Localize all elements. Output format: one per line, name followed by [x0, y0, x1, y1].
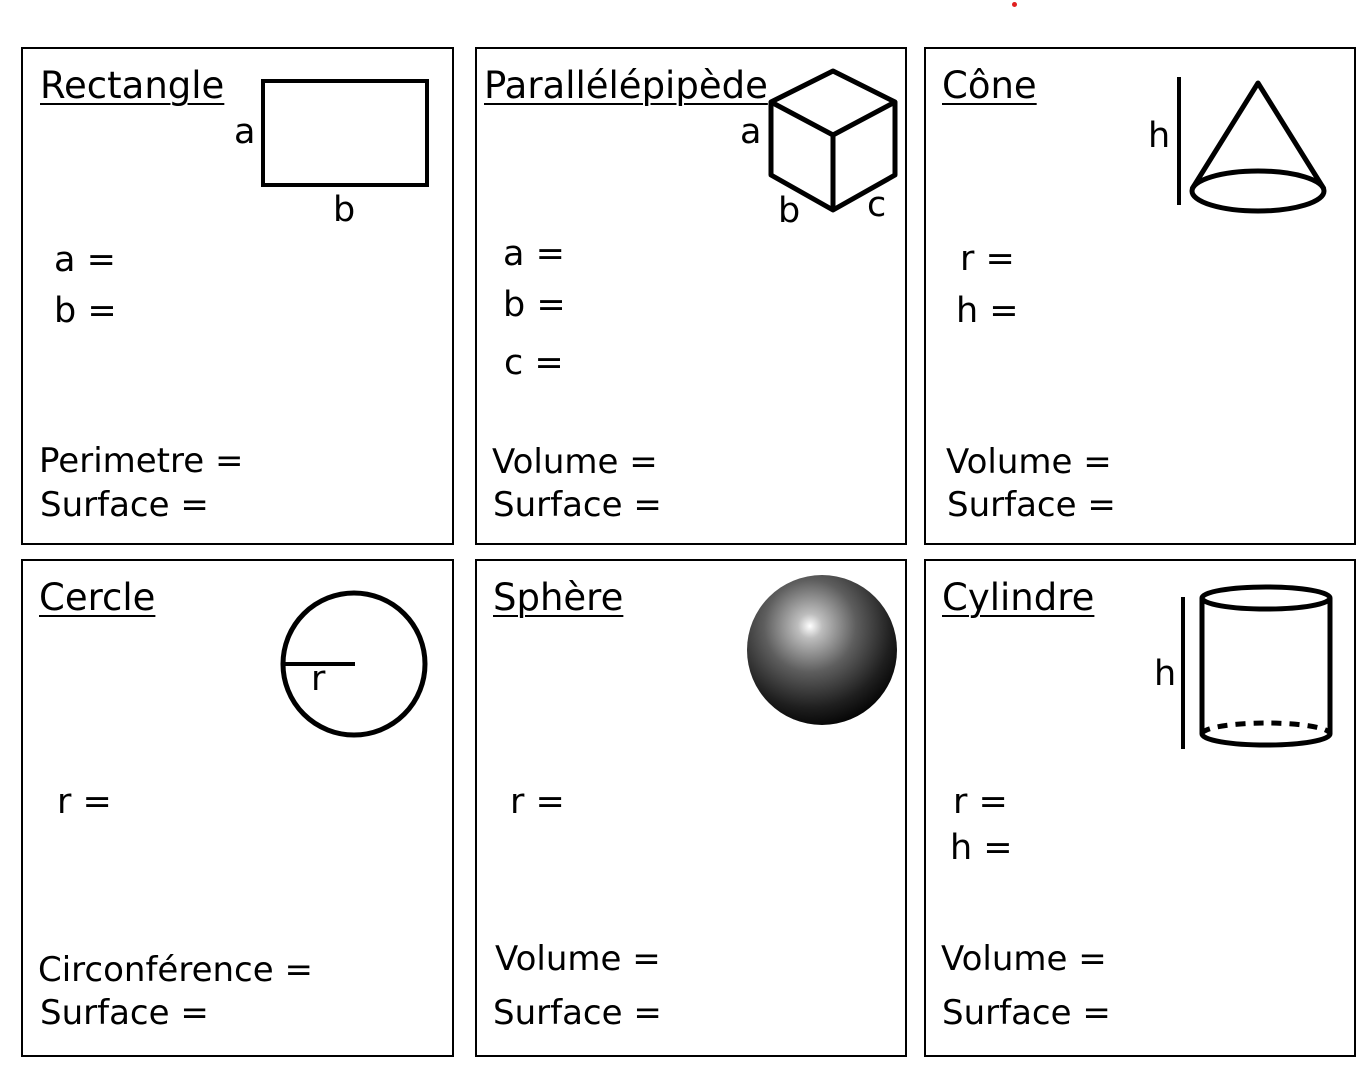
cube-figure-icon [768, 68, 898, 213]
card-circle: Cercle r r = Circonférence = Surface = [21, 559, 454, 1057]
result-surface: Surface = [40, 993, 209, 1033]
var-r: r = [960, 239, 1015, 279]
result-surface: Surface = [493, 485, 662, 525]
result-surface: Surface = [947, 485, 1116, 525]
cone-figure-icon [1177, 77, 1327, 214]
card-title: Rectangle [40, 64, 225, 107]
card-parallelepiped: Parallélépipède a b c a = b = c = Volume… [475, 47, 907, 545]
result-volume: Volume = [495, 939, 661, 979]
red-dot-mark [1012, 2, 1017, 7]
var-c: c = [504, 343, 564, 383]
var-b: b = [54, 291, 117, 331]
cylinder-figure-icon [1181, 584, 1333, 749]
circle-figure-icon [280, 590, 428, 738]
var-a: a = [503, 234, 565, 274]
var-a: a = [54, 240, 116, 280]
result-volume: Volume = [492, 442, 658, 482]
label-h: h [1154, 654, 1177, 694]
card-cylinder: Cylindre h r = h = Volume = Surface = [924, 559, 1356, 1057]
card-title: Sphère [493, 576, 624, 619]
card-rectangle: Rectangle a b a = b = Perimetre = Surfac… [21, 47, 454, 545]
var-h: h = [956, 291, 1019, 331]
var-r: r = [57, 782, 112, 822]
label-r: r [311, 659, 326, 699]
label-a: a [740, 112, 762, 152]
sphere-figure-icon [747, 575, 897, 725]
var-r: r = [510, 782, 565, 822]
result-circumference: Circonférence = [38, 950, 313, 990]
card-title: Cylindre [942, 576, 1095, 619]
var-b: b = [503, 285, 566, 325]
label-a: a [234, 112, 256, 152]
card-title: Cône [942, 64, 1037, 107]
result-surface: Surface = [493, 993, 662, 1033]
result-surface: Surface = [40, 485, 209, 525]
var-h: h = [950, 828, 1013, 868]
result-volume: Volume = [946, 442, 1112, 482]
card-title: Cercle [39, 576, 156, 619]
card-title: Parallélépipède [484, 64, 768, 107]
card-cone: Cône h r = h = Volume = Surface = [924, 47, 1356, 545]
label-b: b [778, 191, 801, 231]
label-h: h [1148, 116, 1171, 156]
rectangle-figure-icon [261, 79, 429, 187]
label-c: c [867, 185, 887, 225]
result-surface: Surface = [942, 993, 1111, 1033]
label-b: b [333, 190, 356, 230]
result-perimeter: Perimetre = [39, 441, 244, 481]
result-volume: Volume = [941, 939, 1107, 979]
var-r: r = [953, 782, 1008, 822]
card-sphere: Sphère r = Volume = Surface = [475, 559, 907, 1057]
